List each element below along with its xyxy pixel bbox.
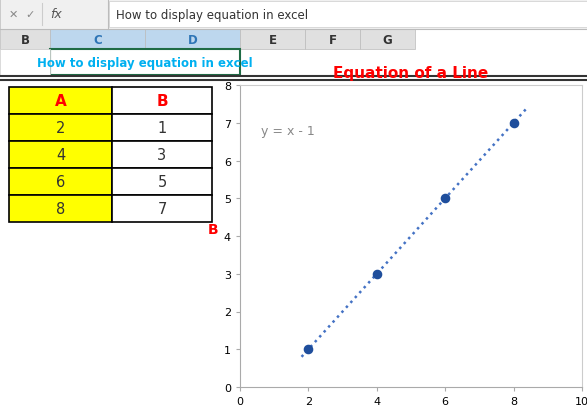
- Y-axis label: B: B: [207, 222, 218, 237]
- Bar: [305, 30, 360, 50]
- Text: fx: fx: [50, 9, 62, 21]
- Text: y = x - 1: y = x - 1: [261, 124, 314, 137]
- Text: C: C: [93, 34, 102, 47]
- Bar: [0, 0, 587, 30]
- Text: 3: 3: [157, 148, 167, 162]
- Point: [372, 271, 382, 277]
- Bar: [240, 30, 305, 50]
- Text: 8: 8: [56, 202, 65, 216]
- Text: A: A: [55, 94, 66, 109]
- Text: B: B: [21, 34, 29, 47]
- Bar: [109, 2, 587, 28]
- Bar: [112, 115, 212, 142]
- Bar: [0, 50, 50, 76]
- Text: ✓: ✓: [25, 10, 35, 20]
- Text: F: F: [329, 34, 336, 47]
- Text: How to display equation in excel: How to display equation in excel: [116, 9, 308, 21]
- Bar: [145, 30, 240, 50]
- Bar: [112, 168, 212, 196]
- Title: Equation of a Line: Equation of a Line: [333, 66, 488, 81]
- Text: 5: 5: [157, 175, 167, 190]
- Bar: [50, 50, 240, 76]
- Point: [440, 196, 450, 202]
- Text: ✕: ✕: [8, 10, 18, 20]
- Bar: [50, 30, 145, 50]
- Text: 4: 4: [56, 148, 65, 162]
- Bar: [112, 142, 212, 168]
- Bar: [9, 168, 112, 196]
- Bar: [112, 196, 212, 222]
- Text: 1: 1: [157, 121, 167, 136]
- Bar: [0, 30, 50, 50]
- Bar: [360, 30, 415, 50]
- Point: [509, 120, 518, 127]
- Text: 2: 2: [56, 121, 65, 136]
- Text: E: E: [268, 34, 276, 47]
- Point: [303, 346, 313, 353]
- Text: 7: 7: [157, 202, 167, 216]
- Text: 6: 6: [56, 175, 65, 190]
- Text: G: G: [383, 34, 392, 47]
- Text: B: B: [156, 94, 168, 109]
- Bar: [9, 88, 112, 115]
- Bar: [0, 0, 108, 30]
- Bar: [9, 142, 112, 168]
- Text: How to display equation in excel: How to display equation in excel: [37, 56, 253, 69]
- Bar: [9, 115, 112, 142]
- Bar: [9, 196, 112, 222]
- Bar: [112, 88, 212, 115]
- Text: D: D: [188, 34, 197, 47]
